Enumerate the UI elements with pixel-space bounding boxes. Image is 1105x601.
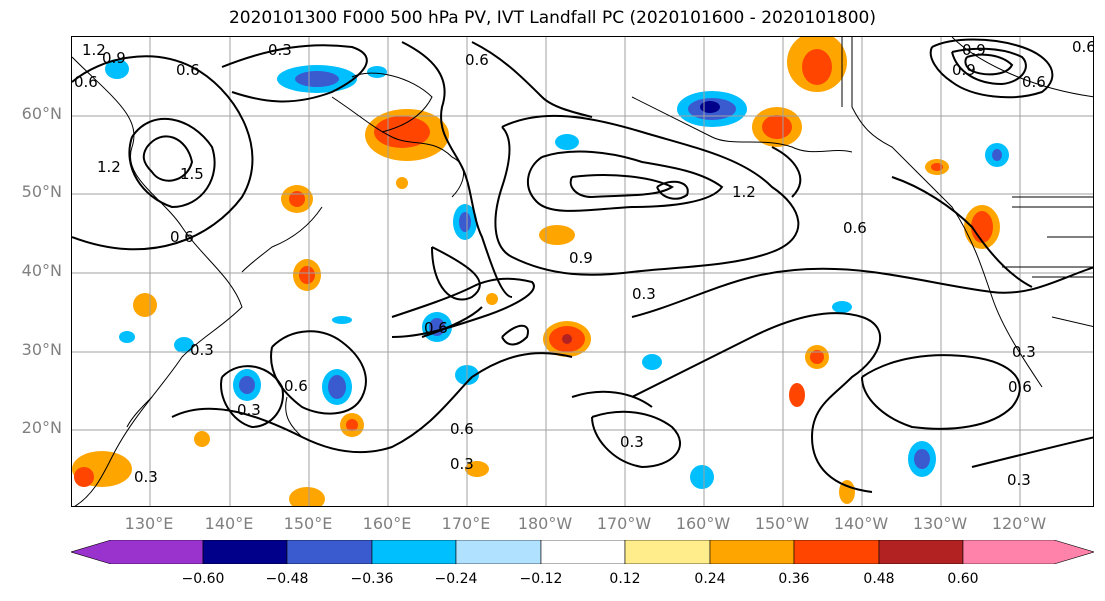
lon-label: 180°W: [517, 514, 573, 533]
lon-label: 140°E: [204, 514, 254, 533]
contour-label: 0.9: [952, 61, 976, 79]
colorbar-cell: [793, 539, 880, 565]
colorbar-cell: [962, 539, 1096, 565]
contour-label: 0.3: [632, 285, 656, 303]
colorbar-tick-label: −0.12: [519, 571, 563, 587]
contour-label: 0.9: [102, 49, 126, 67]
graticule: [72, 37, 1093, 506]
contour-label: 0.9: [962, 41, 986, 59]
contour-label: 0.3: [190, 341, 214, 359]
contour-label: 0.3: [450, 455, 474, 473]
colorbar-cell: [878, 539, 964, 565]
lon-label: 150°W: [754, 514, 810, 533]
lon-label: 170°E: [441, 514, 491, 533]
colorbar-cell: [371, 539, 457, 565]
colorbar-tick-label: 0.24: [694, 571, 726, 587]
lat-label-40n: 40°N: [21, 261, 62, 280]
colorbar-cell: [202, 539, 288, 565]
lon-label: 130°W: [912, 514, 968, 533]
colorbar-cell: [540, 539, 626, 565]
contour-label: 0.3: [1007, 471, 1031, 489]
contour-label: 1.2: [82, 41, 106, 59]
contour-label: 0.6: [170, 228, 194, 246]
lat-label-20n: 20°N: [21, 418, 62, 437]
colorbar-cell: [286, 539, 373, 565]
contour-label: 0.6: [176, 61, 200, 79]
map-title: 2020101300 F000 500 hPa PV, IVT Landfall…: [228, 8, 876, 28]
contour-label: 0.3: [134, 468, 158, 486]
contour-label: 0.6: [450, 420, 474, 438]
boundaries: [841, 37, 1093, 328]
colorbar-cell: [69, 539, 204, 565]
map-panel: 1.2 0.9 0.3 0.6 0.6 0.6 0.6 1.5 1.2 1.2 …: [71, 36, 1094, 507]
contour-label: 0.6: [465, 51, 489, 69]
pv-contours: [72, 38, 1093, 493]
contour-label: 0.3: [620, 433, 644, 451]
colorbar-tick-label: −0.36: [350, 571, 394, 587]
lon-label: 160°E: [362, 514, 412, 533]
contour-label: 0.6: [843, 219, 867, 237]
lon-label: 130°E: [124, 514, 174, 533]
contour-label: 1.2: [97, 158, 121, 176]
colorbar-cell: [624, 539, 711, 565]
lat-label-60n: 60°N: [21, 104, 62, 123]
lon-label: 140°W: [833, 514, 889, 533]
contour-label: 0.6: [284, 377, 308, 395]
contour-label: 1.5: [180, 165, 204, 183]
contour-label: 0.6: [1072, 38, 1094, 56]
pv-shading: [72, 37, 1009, 506]
colorbar-tick-label: 0.60: [947, 571, 979, 587]
colorbar-tick-label: 0.12: [609, 571, 641, 587]
lat-label-50n: 50°N: [21, 182, 62, 201]
coastlines: [72, 37, 1093, 506]
lon-label: 120°W: [991, 514, 1047, 533]
colorbar-tick-label: −0.48: [265, 571, 309, 587]
lon-label: 150°E: [283, 514, 333, 533]
colorbar: [69, 539, 1096, 565]
map-plot: 1.2 0.9 0.3 0.6 0.6 0.6 0.6 1.5 1.2 1.2 …: [72, 37, 1094, 506]
contour-label: 0.3: [1012, 343, 1036, 361]
lat-label-30n: 30°N: [21, 340, 62, 359]
colorbar-svg: [69, 539, 1096, 565]
contour-label: 0.6: [74, 73, 98, 91]
contour-label: 0.3: [268, 41, 292, 59]
colorbar-tick-label: −0.60: [181, 571, 225, 587]
contour-label: 0.6: [1008, 378, 1032, 396]
lon-label: 170°W: [596, 514, 652, 533]
contour-labels: 1.2 0.9 0.3 0.6 0.6 0.6 0.6 1.5 1.2 1.2 …: [74, 38, 1094, 489]
colorbar-cell: [455, 539, 542, 565]
colorbar-tick-label: 0.48: [863, 571, 895, 587]
contour-label: 0.6: [424, 319, 448, 337]
colorbar-tick-label: −0.24: [434, 571, 478, 587]
colorbar-tick-label: 0.36: [778, 571, 810, 587]
contour-label: 1.2: [732, 183, 756, 201]
contour-label: 0.3: [237, 401, 261, 419]
lon-label: 160°W: [675, 514, 731, 533]
colorbar-cell: [709, 539, 795, 565]
contour-label: 0.9: [569, 249, 593, 267]
contour-label: 0.6: [1022, 73, 1046, 91]
